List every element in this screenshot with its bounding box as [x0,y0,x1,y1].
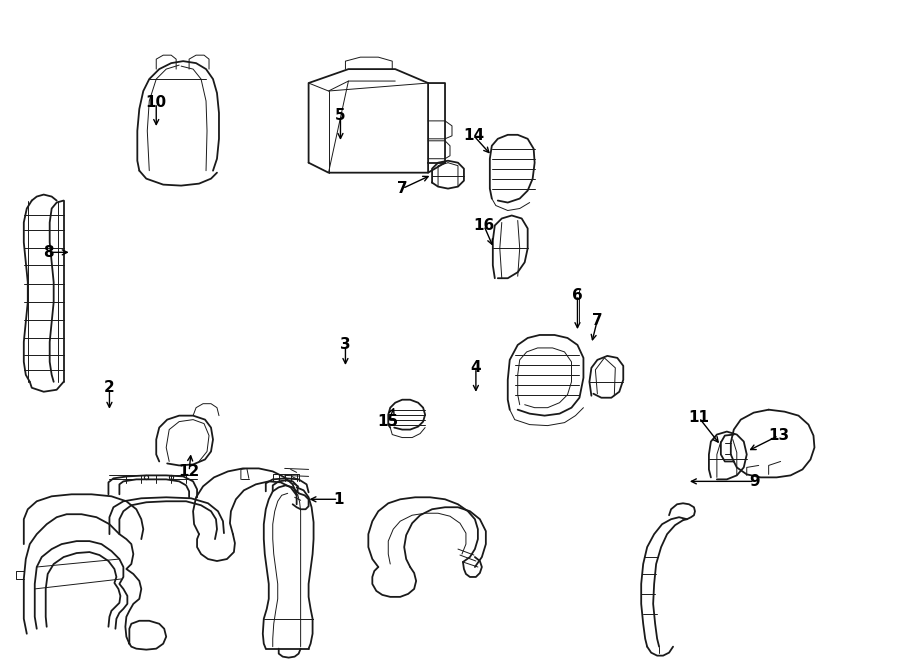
Text: 10: 10 [146,95,166,110]
Text: 6: 6 [572,288,583,303]
Text: 11: 11 [688,410,709,425]
Text: 8: 8 [43,245,54,260]
Text: 9: 9 [750,474,760,489]
Text: 7: 7 [592,313,603,328]
Text: 3: 3 [340,337,351,352]
Text: 1: 1 [333,492,344,507]
Text: 7: 7 [397,181,408,196]
Text: 16: 16 [473,218,494,233]
Text: 15: 15 [378,414,399,429]
Text: 5: 5 [335,108,346,124]
Text: 4: 4 [471,360,482,375]
Text: 12: 12 [178,464,200,479]
Text: 14: 14 [464,128,484,143]
Text: 13: 13 [768,428,789,443]
Text: 2: 2 [104,380,115,395]
